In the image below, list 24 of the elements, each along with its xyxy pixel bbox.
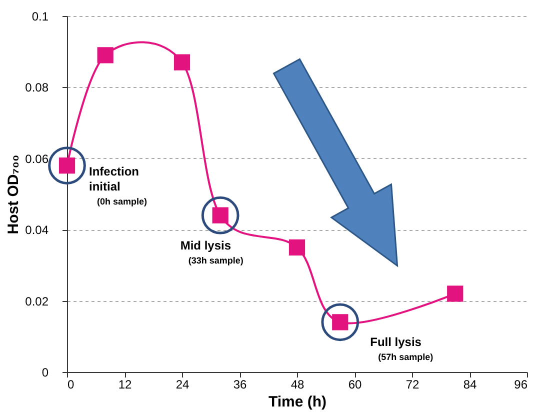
x-tick-label: 0 <box>68 378 74 392</box>
x-tick-label: 24 <box>176 378 190 392</box>
annotation: Mid lysis (33h sample) <box>180 238 244 266</box>
x-tick-label: 72 <box>406 378 420 392</box>
x-tick-label: 84 <box>463 378 477 392</box>
x-tick-label: 60 <box>348 378 362 392</box>
x-tick-label: 96 <box>514 378 528 392</box>
y-axis-title: Host OD₇₀₀ <box>5 154 22 234</box>
y-tick-label: 0.06 <box>25 152 49 166</box>
point <box>447 286 464 302</box>
y-tick-label: 0 <box>42 366 49 380</box>
x-tick-label: 36 <box>233 378 247 392</box>
annotation: Full lysis (57h sample) <box>370 335 434 362</box>
x-axis-title: Time (h) <box>268 394 327 410</box>
y-tick-label: 0.02 <box>25 294 49 308</box>
x-tick-label: 12 <box>118 378 132 392</box>
annotation: Infection initial (0h sample) <box>89 164 148 207</box>
y-tick-label: 0.04 <box>25 223 49 238</box>
y-tick-label: 0.1 <box>32 10 49 24</box>
point <box>174 54 190 70</box>
point <box>97 47 114 64</box>
y-tick-label: 0.08 <box>25 80 49 95</box>
point <box>288 239 306 256</box>
x-tick-label: 48 <box>290 378 304 392</box>
